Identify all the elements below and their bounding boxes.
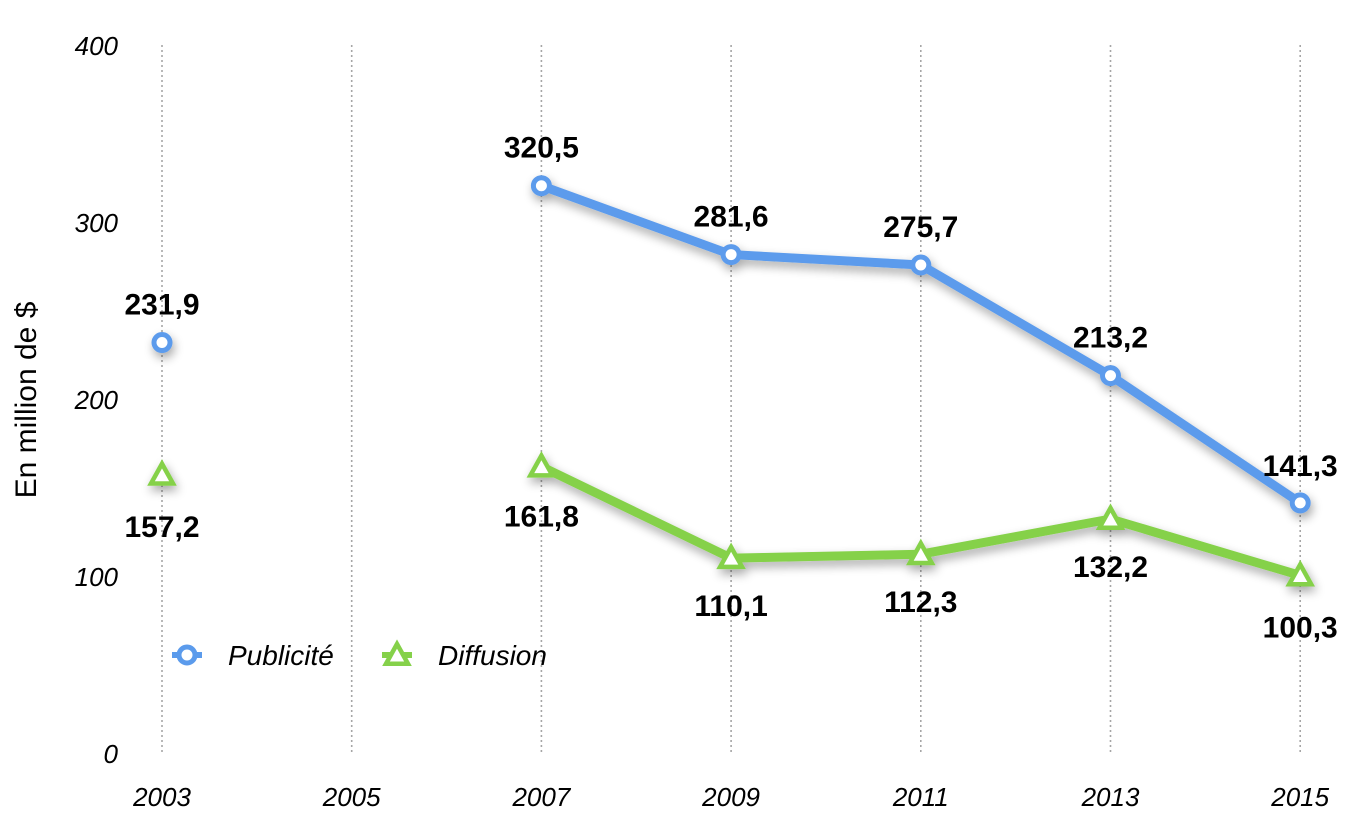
label-Publicité-2011: 275,7 [883,211,958,244]
y-tick-0: 0 [104,739,119,769]
label-Diffusion-2003: 157,2 [124,511,199,544]
x-tick-2009: 2009 [701,782,760,812]
point-Diffusion-2007 [526,450,557,478]
x-tick-2011: 2011 [892,782,949,812]
y-axis-ticks: 0 100 200 300 400 [74,31,119,769]
label-Diffusion-2015: 100,3 [1263,611,1338,644]
y-tick-400: 400 [75,31,119,61]
series-layer [147,175,1316,587]
point-Diffusion-2011 [905,538,936,566]
legend-marker-Diffusion [382,639,412,667]
legend-label-Diffusion: Diffusion [438,640,547,671]
series-Publicité [151,175,1311,514]
label-Diffusion-2007: 161,8 [504,501,579,534]
label-Diffusion-2013: 132,2 [1073,551,1148,584]
legend-marker-Publicité [176,644,198,666]
label-Publicité-2009: 281,6 [694,201,769,234]
label-Publicité-2013: 213,2 [1073,322,1148,355]
point-Publicité-2013 [1100,365,1121,387]
x-tick-2013: 2013 [1081,782,1140,812]
legend-item-Diffusion: Diffusion [382,639,547,671]
label-Publicité-2007: 320,5 [504,132,579,165]
y-axis-label: En million de $ [10,301,43,498]
point-Publicité-2007 [530,175,552,197]
legend-label-Publicité: Publicité [228,640,334,671]
x-tick-2007: 2007 [511,782,571,812]
x-tick-2015: 2015 [1270,782,1329,812]
point-Publicité-2015 [1289,492,1311,514]
point-Diffusion-2015 [1285,559,1316,587]
point-Publicité-2011 [910,254,932,276]
y-tick-200: 200 [74,385,119,415]
point-Diffusion-2009 [716,542,746,570]
y-tick-300: 300 [75,208,119,238]
point-Diffusion-2003 [147,459,177,486]
label-Diffusion-2011: 112,3 [884,586,957,619]
point-Publicité-2009 [720,244,742,266]
data-labels: 231,9 320,5 281,6 275,7 213,2 141,3 157,2 161,8… [124,132,1337,645]
label-Publicité-2015: 141,3 [1263,450,1338,483]
label-Publicité-2003: 231,9 [124,289,199,322]
label-Diffusion-2009: 110,1 [694,590,767,623]
x-tick-2003: 2003 [132,782,191,812]
x-axis-ticks: 2003 2005 2007 2009 2011 2013 2015 [132,782,1330,812]
series-Diffusion [147,450,1316,587]
point-Publicité-2003 [151,332,173,354]
x-tick-2005: 2005 [322,782,381,812]
legend-item-Publicité: Publicité [172,640,334,671]
point-Diffusion-2013 [1095,503,1126,531]
grid-lines [161,45,1301,753]
legend: Publicité Diffusion [172,639,547,671]
y-tick-100: 100 [75,562,119,592]
